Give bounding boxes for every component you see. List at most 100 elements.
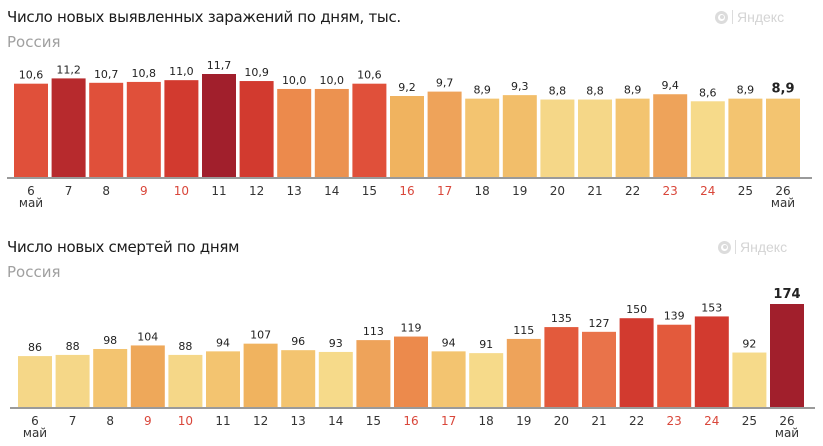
bar (465, 98, 500, 177)
x-tick-label: 18 (475, 184, 490, 198)
data-label: 10,7 (94, 68, 119, 81)
data-label: 11,7 (207, 59, 232, 72)
data-label: 127 (589, 317, 610, 330)
logo-divider (732, 10, 733, 24)
bar (544, 327, 579, 407)
bar (168, 354, 203, 407)
bar (502, 95, 537, 177)
data-label: 91 (479, 338, 493, 351)
x-tick-label: 24 (704, 414, 719, 428)
x-tick-label: 13 (287, 184, 302, 198)
x-tick-label: 12 (249, 184, 264, 198)
bar (390, 96, 424, 177)
data-label: 135 (551, 312, 572, 325)
yandex-logo[interactable]: Яндекс (715, 9, 784, 25)
bar (126, 81, 161, 177)
data-label: 139 (664, 310, 685, 323)
data-label: 8,6 (699, 86, 717, 99)
bar (394, 336, 428, 407)
x-tick-label: 11 (211, 184, 226, 198)
x-tick-label: 8 (106, 414, 114, 428)
x-tick-label: 18 (479, 414, 494, 428)
data-label: 104 (137, 330, 158, 343)
chart1-subtitle: Россия (7, 33, 61, 51)
bar (506, 338, 541, 407)
x-tick-label: 16 (399, 184, 414, 198)
bar (318, 351, 353, 407)
bar (653, 94, 688, 177)
data-label: 11,0 (169, 65, 194, 78)
bar (206, 351, 240, 407)
bar (164, 80, 199, 177)
bar (202, 74, 236, 177)
data-label: 8,8 (549, 85, 567, 98)
bar (431, 351, 466, 407)
x-tick-label: 17 (437, 184, 452, 198)
chart1-title: Число новых выявленных заражений по дням… (7, 8, 401, 26)
bar (615, 98, 650, 177)
data-label: 88 (66, 340, 80, 353)
yandex-target-icon (718, 240, 731, 254)
month-label: май (771, 196, 795, 210)
x-tick-label: 19 (512, 184, 527, 198)
x-tick-label: 6 (31, 414, 39, 428)
x-tick-label: 21 (587, 184, 602, 198)
x-tick-label: 8 (102, 184, 110, 198)
data-label: 119 (401, 322, 422, 335)
data-label: 9,4 (661, 79, 679, 92)
x-tick-label: 15 (366, 414, 381, 428)
data-label: 10,6 (357, 69, 382, 82)
data-label: 113 (363, 325, 384, 338)
bar (314, 88, 349, 177)
data-label: 88 (178, 340, 192, 353)
x-tick-label: 9 (140, 184, 148, 198)
x-tick-label: 21 (591, 414, 606, 428)
bar (18, 356, 52, 407)
data-label: 94 (216, 336, 230, 349)
x-tick-label: 6 (27, 184, 35, 198)
x-tick-label: 10 (178, 414, 193, 428)
data-label: 86 (28, 341, 42, 354)
yandex-logo-text: Яндекс (737, 9, 785, 25)
data-label: 9,2 (398, 81, 416, 94)
bar (582, 331, 616, 407)
yandex-target-icon (715, 10, 728, 24)
x-tick-label: 9 (144, 414, 152, 428)
data-label: 10,6 (19, 69, 44, 82)
x-tick-label: 7 (69, 414, 77, 428)
bar (770, 304, 804, 407)
month-label: май (23, 426, 47, 440)
data-label: 10,0 (282, 74, 307, 87)
bar (469, 353, 504, 407)
x-tick-label: 25 (742, 414, 757, 428)
bar (540, 99, 575, 177)
x-tick-label: 15 (362, 184, 377, 198)
bar (728, 98, 763, 177)
x-tick-label: 10 (174, 184, 189, 198)
bar (14, 83, 48, 177)
data-label: 107 (250, 329, 271, 342)
x-tick-label: 12 (253, 414, 268, 428)
yandex-logo-text: Яндекс (740, 239, 788, 255)
data-label: 92 (742, 338, 756, 351)
data-label: 8,8 (586, 85, 604, 98)
yandex-logo[interactable]: Яндекс (718, 239, 787, 255)
month-label: май (775, 426, 799, 440)
bar (619, 318, 654, 407)
data-label: 93 (329, 337, 343, 350)
bar (352, 83, 387, 177)
x-tick-label: 7 (65, 184, 73, 198)
bar (694, 316, 729, 407)
bar (89, 82, 124, 177)
data-label: 153 (701, 301, 722, 314)
bar (578, 99, 612, 177)
bar (427, 91, 462, 177)
bar (766, 98, 800, 177)
x-tick-label: 20 (550, 184, 565, 198)
x-tick-label: 13 (291, 414, 306, 428)
logo-divider (735, 240, 736, 254)
bar (130, 345, 165, 407)
bar (356, 340, 391, 407)
chart2-subtitle: Россия (7, 263, 61, 281)
